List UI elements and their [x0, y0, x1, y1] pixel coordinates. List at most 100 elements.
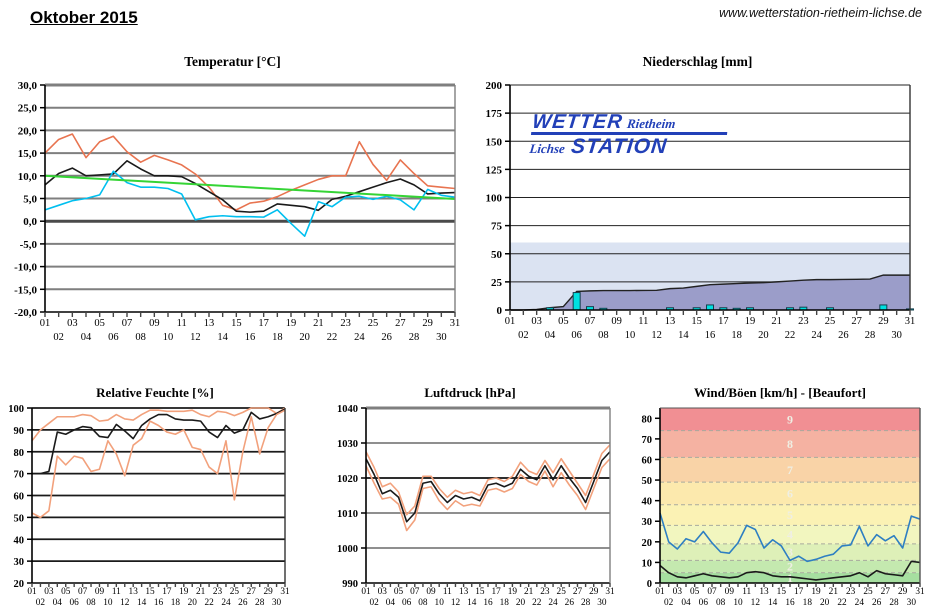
svg-text:12: 12 [451, 598, 461, 608]
beaufort-band-6 [660, 482, 920, 505]
svg-text:22: 22 [837, 598, 847, 608]
pressure-chart-title: Luftdruck [hPa] [424, 385, 516, 400]
svg-text:19: 19 [811, 587, 821, 597]
svg-text:100: 100 [8, 404, 24, 415]
svg-text:11: 11 [177, 318, 187, 329]
temperature-chart: Temperatur [°C] 30,0 25,0 20,0 15,0 10,0 5,0 0… [0, 52, 465, 352]
beaufort-band-9 [660, 408, 920, 431]
svg-text:25: 25 [230, 587, 240, 597]
svg-text:21: 21 [771, 316, 782, 327]
svg-text:18: 18 [171, 598, 181, 608]
svg-text:17: 17 [794, 587, 804, 597]
temp-trend-line [44, 174, 456, 200]
svg-text:0,0: 0,0 [23, 216, 37, 228]
svg-text:01: 01 [655, 587, 665, 597]
svg-text:15: 15 [231, 318, 242, 329]
svg-text:11: 11 [638, 316, 648, 327]
svg-text:12: 12 [651, 330, 662, 341]
svg-text:29: 29 [263, 587, 273, 597]
svg-text:13: 13 [129, 587, 139, 597]
svg-text:0: 0 [647, 579, 652, 590]
svg-text:05: 05 [61, 587, 71, 597]
svg-text:20: 20 [188, 598, 198, 608]
svg-text:10: 10 [435, 598, 445, 608]
svg-text:18: 18 [500, 598, 510, 608]
beaufort-band-1 [660, 572, 920, 583]
svg-text:17: 17 [162, 587, 172, 597]
svg-text:03: 03 [44, 587, 54, 597]
svg-text:28: 28 [889, 598, 899, 608]
beaufort-band-5 [660, 504, 920, 526]
druck-min-line [365, 458, 611, 532]
svg-text:24: 24 [855, 598, 865, 608]
svg-text:09: 09 [611, 316, 622, 327]
svg-text:06: 06 [402, 598, 412, 608]
svg-text:16: 16 [705, 330, 716, 341]
svg-text:08: 08 [598, 330, 609, 341]
svg-text:16: 16 [154, 598, 164, 608]
svg-text:13: 13 [759, 587, 769, 597]
svg-text:50: 50 [491, 249, 503, 261]
svg-text:10,0: 10,0 [18, 171, 38, 183]
feuchte-mittel-line [32, 408, 286, 475]
svg-text:29: 29 [422, 318, 433, 329]
svg-text:25: 25 [863, 587, 873, 597]
svg-text:20: 20 [758, 330, 769, 341]
svg-text:20: 20 [14, 579, 25, 590]
svg-text:17: 17 [258, 318, 269, 329]
svg-text:18: 18 [731, 330, 742, 341]
svg-text:02: 02 [53, 332, 64, 343]
svg-text:23: 23 [540, 587, 550, 597]
beaufort-band-8 [660, 430, 920, 458]
svg-text:01: 01 [505, 316, 516, 327]
svg-text:09: 09 [149, 318, 160, 329]
svg-text:07: 07 [585, 316, 596, 327]
svg-text:02: 02 [518, 330, 529, 341]
svg-text:03: 03 [378, 587, 388, 597]
beaufort-band-4 [660, 525, 920, 544]
svg-text:26: 26 [565, 598, 575, 608]
svg-text:25: 25 [491, 277, 503, 289]
svg-text:9: 9 [787, 412, 793, 426]
svg-text:06: 06 [571, 330, 582, 341]
svg-text:21: 21 [524, 587, 534, 597]
svg-text:8: 8 [787, 437, 793, 451]
svg-text:6: 6 [787, 486, 793, 500]
svg-text:14: 14 [678, 330, 689, 341]
svg-text:07: 07 [410, 587, 420, 597]
svg-text:13: 13 [204, 318, 215, 329]
svg-text:15: 15 [475, 587, 485, 597]
svg-text:26: 26 [381, 332, 392, 343]
svg-text:25: 25 [825, 316, 836, 327]
svg-text:19: 19 [286, 318, 297, 329]
svg-text:14: 14 [137, 598, 147, 608]
svg-text:04: 04 [81, 332, 92, 343]
svg-text:31: 31 [450, 318, 461, 329]
svg-text:24: 24 [811, 330, 822, 341]
svg-text:990: 990 [342, 579, 358, 590]
svg-text:16: 16 [245, 332, 256, 343]
svg-text:12: 12 [751, 598, 761, 608]
temp-max-line [44, 133, 456, 211]
svg-text:21: 21 [196, 587, 206, 597]
druck-max-line [365, 444, 611, 516]
svg-text:06: 06 [699, 598, 709, 608]
svg-text:30: 30 [597, 598, 607, 608]
boeen-line [659, 512, 921, 563]
svg-text:1040: 1040 [337, 404, 358, 415]
svg-text:14: 14 [467, 598, 477, 608]
svg-text:24: 24 [548, 598, 558, 608]
svg-text:02: 02 [369, 598, 379, 608]
website-link[interactable]: www.wetterstation-rietheim-lichse.de [719, 6, 922, 20]
svg-text:24: 24 [221, 598, 231, 608]
svg-text:20: 20 [516, 598, 526, 608]
svg-text:07: 07 [122, 318, 133, 329]
temp-min-line [44, 170, 456, 237]
cumulative-precip-line [510, 274, 910, 311]
svg-text:10: 10 [103, 598, 113, 608]
svg-text:01: 01 [40, 318, 51, 329]
svg-text:23: 23 [340, 318, 351, 329]
svg-text:70: 70 [642, 435, 653, 446]
svg-text:29: 29 [878, 316, 889, 327]
svg-text:-10,0: -10,0 [14, 262, 37, 274]
